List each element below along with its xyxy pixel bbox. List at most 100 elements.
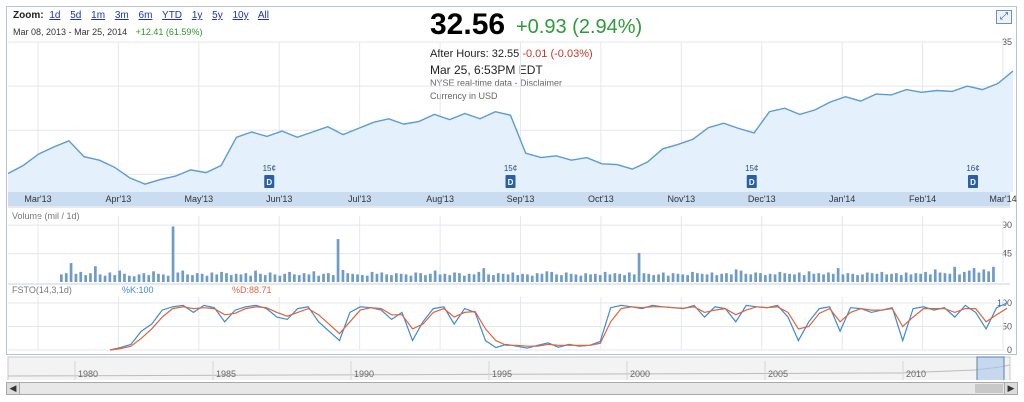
month-label: Sep'13: [507, 194, 535, 204]
volume-bar: [885, 274, 888, 282]
volume-bar: [662, 272, 665, 282]
volume-bar: [875, 273, 879, 282]
scroll-left-icon[interactable]: ◀: [7, 383, 20, 394]
fsto-d-line: [109, 306, 1008, 351]
volume-bar: [943, 273, 947, 282]
volume-bar: [147, 275, 151, 282]
volume-bar: [797, 272, 801, 282]
volume-bar: [278, 275, 282, 282]
volume-bar: [118, 270, 121, 282]
volume-bar: [69, 263, 73, 282]
volume-bar: [351, 273, 354, 282]
volume-bar: [453, 272, 456, 282]
volume-bar: [346, 273, 350, 282]
month-band: [8, 192, 1010, 206]
zoom-1m[interactable]: 1m: [91, 10, 106, 21]
volume-bar: [361, 275, 364, 282]
zoom-ytd[interactable]: YTD: [162, 10, 183, 21]
volume-bar: [933, 269, 937, 282]
volume-bar: [598, 275, 602, 282]
navigator-year-label: 2005: [768, 369, 788, 379]
dividend-marker-letter: D: [970, 178, 976, 187]
volume-bar: [914, 273, 918, 282]
volume-bar: [895, 273, 898, 282]
volume-bar: [982, 269, 986, 282]
volume-bar: [74, 273, 78, 282]
stock-chart[interactable]: 2025303515¢D15¢D15¢D16¢DMar'13Apr'13May'…: [0, 0, 1024, 380]
dividend-label: 15¢: [504, 164, 517, 173]
volume-bar: [584, 273, 587, 282]
volume-bar: [477, 271, 481, 282]
volume-bar: [516, 275, 520, 282]
volume-bar: [608, 274, 612, 282]
volume-bar: [764, 275, 767, 282]
zoom-3m[interactable]: 3m: [114, 10, 129, 21]
volume-bar: [123, 273, 126, 282]
month-label: Nov'13: [667, 194, 695, 204]
navigator-scrollbar[interactable]: ◀ ▶: [6, 382, 1018, 395]
volume-bar: [550, 271, 553, 282]
volume-bar: [375, 273, 379, 282]
volume-bar: [909, 274, 913, 282]
zoom-5y[interactable]: 5y: [212, 10, 223, 21]
volume-bar: [370, 271, 374, 282]
volume-bar: [419, 273, 422, 282]
volume-bar: [220, 271, 223, 282]
volume-bar: [749, 274, 753, 282]
scroll-right-icon[interactable]: ▶: [1004, 383, 1017, 394]
volume-bar: [700, 273, 704, 282]
zoom-1y[interactable]: 1y: [191, 10, 203, 21]
volume-bar: [705, 274, 709, 282]
volume-bar: [521, 273, 524, 282]
zoom-all[interactable]: All: [257, 10, 269, 21]
volume-bar: [594, 273, 597, 282]
volume-bar: [812, 273, 816, 282]
zoom-bar: Zoom: 1d 5d 1m 3m 6m YTD 1y 5y 10y All: [13, 10, 276, 21]
quote-panel: 32.56 +0.93 (2.94%) After Hours: 32.55 -…: [424, 8, 656, 120]
navigator-year-label: 1990: [354, 369, 374, 379]
volume-bar: [448, 275, 452, 282]
volume-bar: [307, 274, 311, 282]
volume-bar: [851, 273, 855, 282]
volume-bar: [642, 273, 646, 282]
data-source[interactable]: NYSE real-time data - Disclaimer: [430, 78, 563, 88]
volume-bar: [132, 276, 136, 282]
volume-bar: [671, 273, 675, 282]
dividend-label: 15¢: [263, 164, 276, 173]
volume-bar: [652, 275, 655, 282]
volume-bar: [414, 272, 418, 282]
volume-bar: [710, 272, 714, 282]
zoom-5d[interactable]: 5d: [70, 10, 82, 21]
volume-bar: [540, 273, 544, 282]
volume-bar: [234, 273, 238, 282]
volume-bar: [142, 273, 146, 282]
volume-bar: [574, 274, 578, 282]
expand-icon[interactable]: ⤢: [996, 10, 1012, 24]
volume-bar: [200, 273, 204, 282]
volume-bar: [730, 274, 733, 282]
volume-bar: [822, 274, 825, 282]
volume-bar: [725, 273, 728, 282]
zoom-10y[interactable]: 10y: [232, 10, 249, 21]
volume-bar: [681, 274, 685, 282]
month-label: Feb'14: [909, 194, 936, 204]
volume-bar: [929, 274, 932, 282]
volume-bar: [788, 273, 791, 282]
volume-bar: [429, 273, 432, 282]
volume-bar: [162, 274, 165, 282]
volume-bar: [754, 272, 757, 282]
zoom-6m[interactable]: 6m: [138, 10, 153, 21]
volume-bar: [341, 270, 345, 282]
volume-bar: [302, 273, 306, 282]
fsto-tick-label: 100: [997, 298, 1012, 308]
volume-bar: [904, 272, 908, 282]
volume-bar: [807, 271, 811, 282]
volume-bar: [181, 270, 185, 282]
scroll-thumb[interactable]: [975, 384, 1003, 393]
month-label: May'13: [184, 194, 213, 204]
volume-bar: [715, 275, 719, 282]
volume-bar: [268, 272, 272, 282]
month-label: Jul'13: [348, 194, 371, 204]
zoom-1d[interactable]: 1d: [49, 10, 61, 21]
volume-bar: [195, 273, 199, 282]
